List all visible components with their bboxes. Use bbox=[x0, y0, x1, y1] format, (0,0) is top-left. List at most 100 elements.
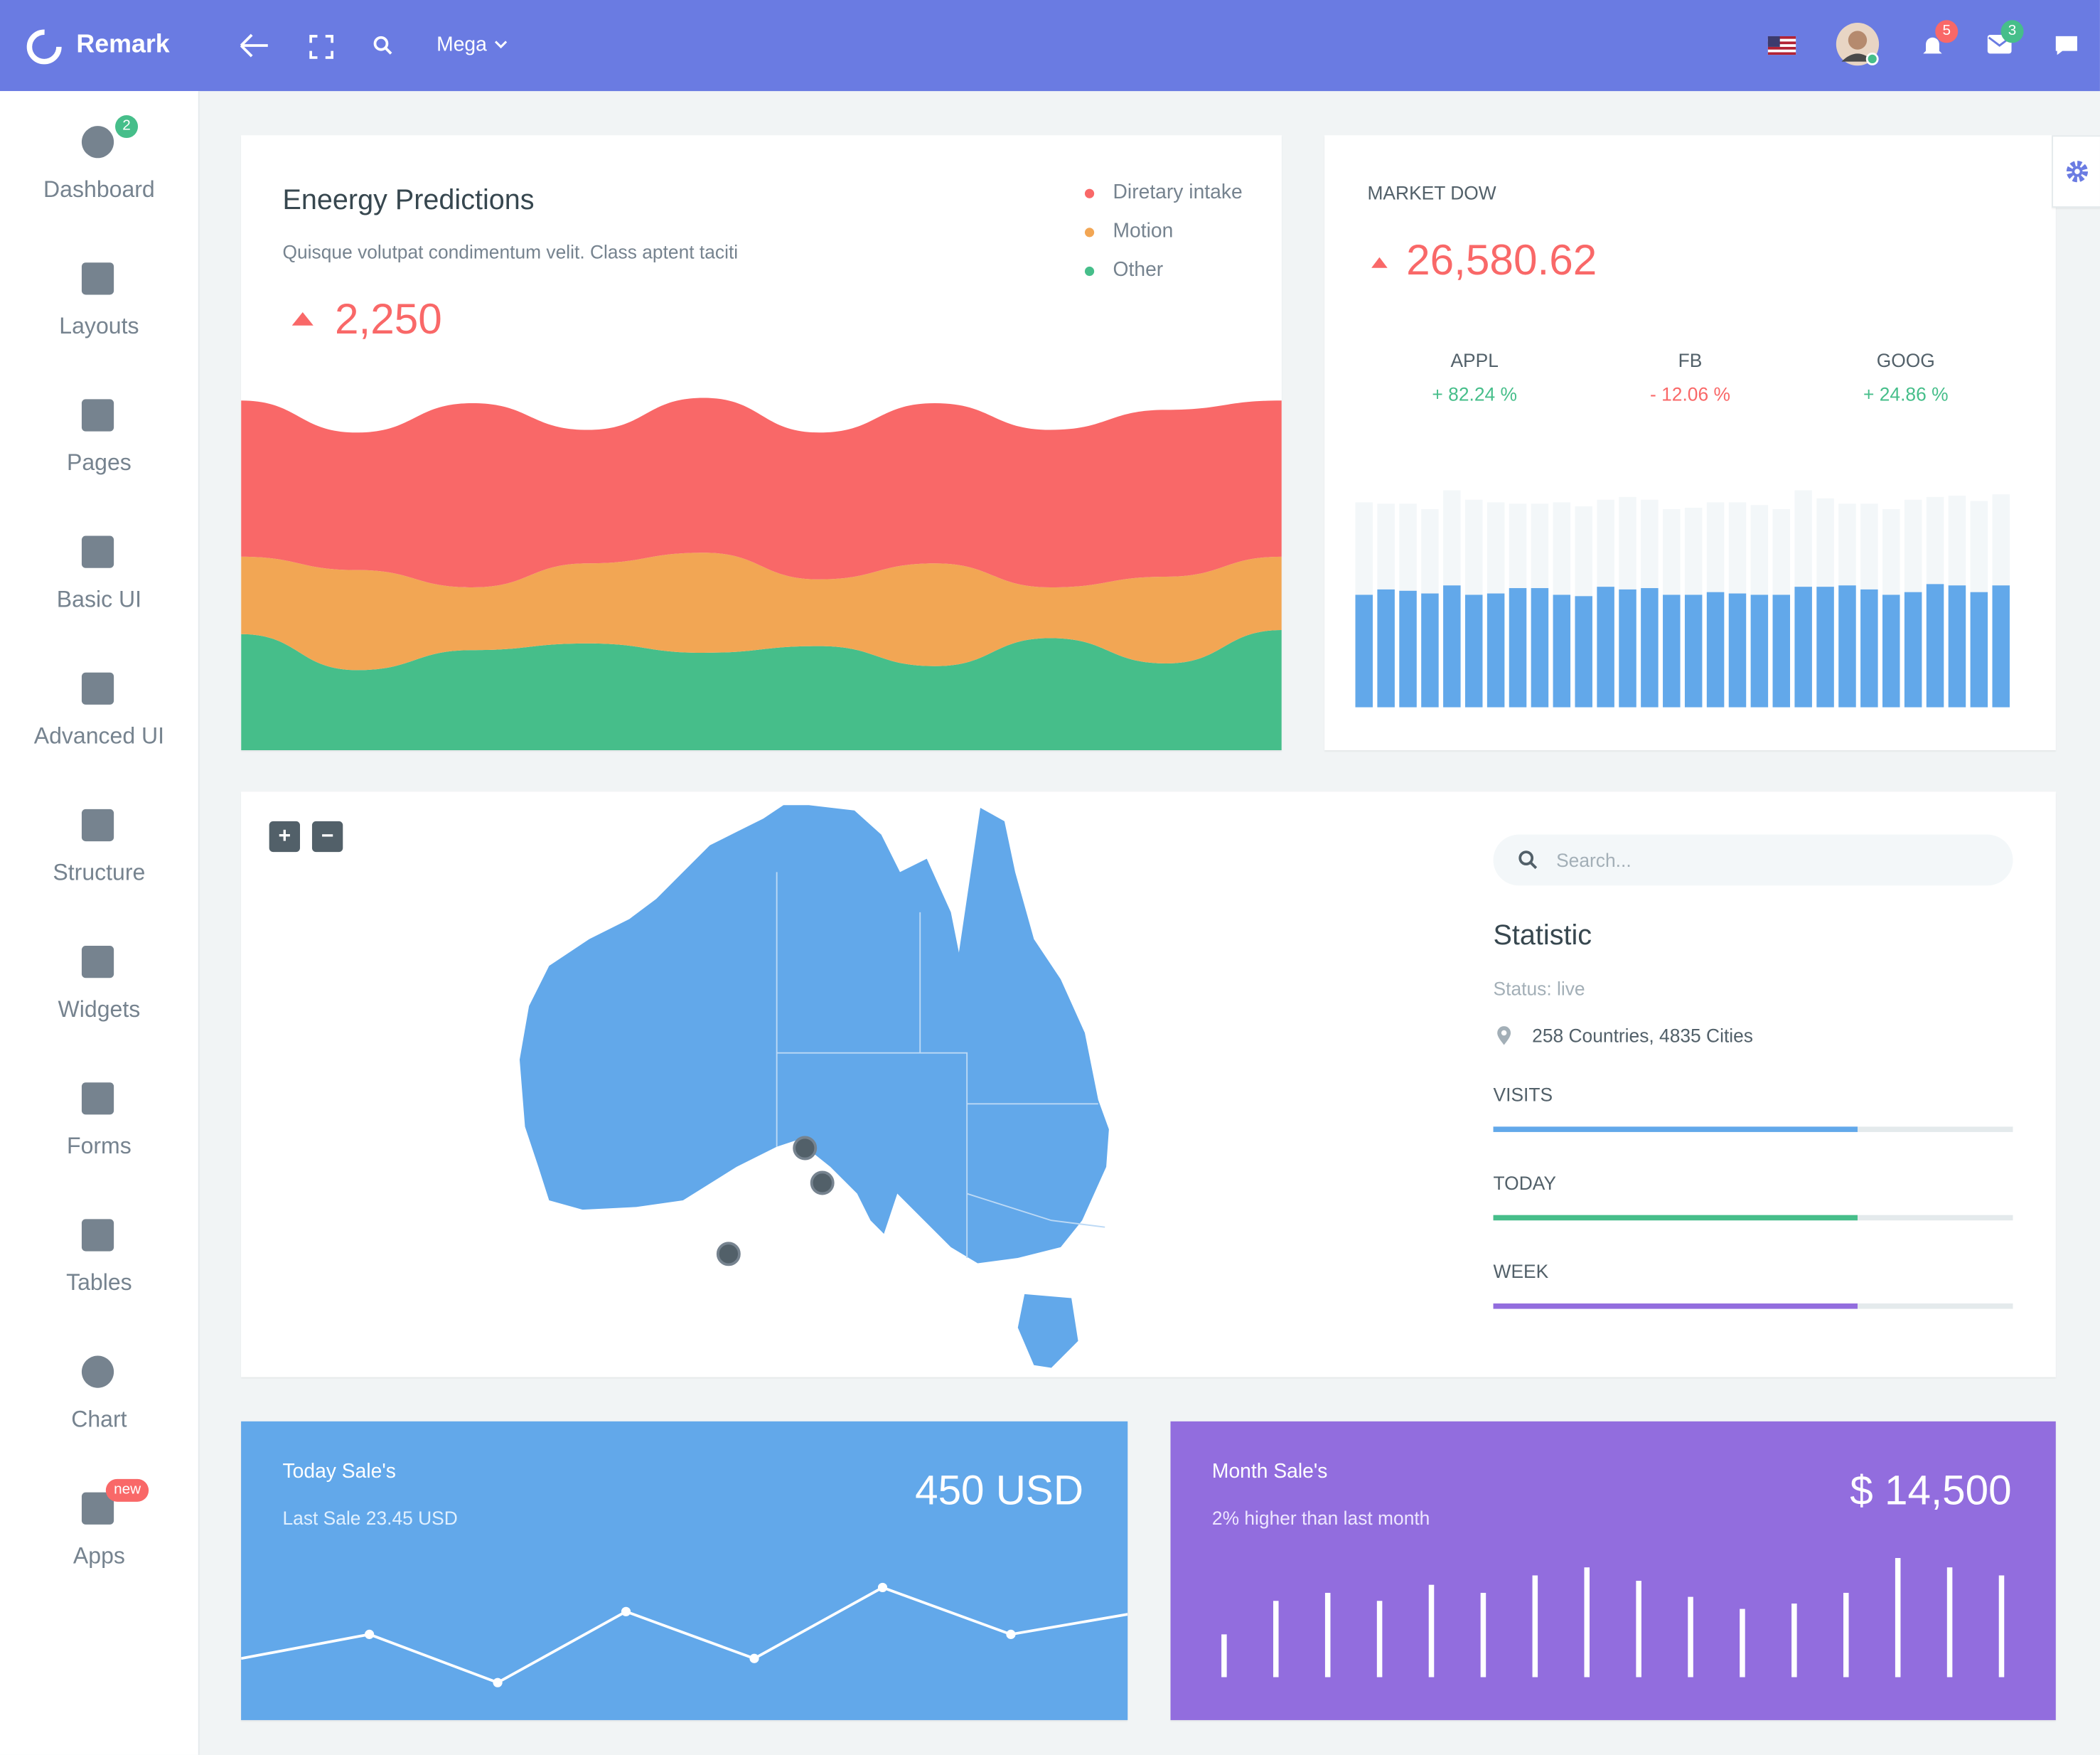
point bbox=[493, 1677, 503, 1687]
market-value: 26,580.62 bbox=[1406, 235, 1597, 284]
fullscreen-button[interactable] bbox=[309, 34, 334, 59]
nav-label: Widgets bbox=[58, 996, 141, 1023]
nav-item[interactable]: Advanced UI bbox=[0, 667, 198, 788]
market-panel: MARKET DOW 26,580.62 APPL + 82.24 % FB - 12… bbox=[1324, 135, 2056, 750]
bar bbox=[1772, 594, 1791, 708]
bar bbox=[1688, 1596, 1693, 1677]
chevron bbox=[494, 41, 508, 49]
bar bbox=[1428, 1584, 1435, 1677]
nav-item[interactable]: Forms bbox=[0, 1077, 198, 1198]
search-placeholder: Search... bbox=[1556, 849, 1632, 871]
panel-title: Eneergy Predictions bbox=[282, 184, 535, 216]
progress-label: VISITS bbox=[1493, 1084, 1553, 1106]
bar bbox=[1480, 1592, 1486, 1677]
zoom-in[interactable]: + bbox=[269, 821, 300, 853]
bar bbox=[1553, 594, 1571, 708]
stock-change: + 82.24 % bbox=[1432, 383, 1517, 405]
nav-icon bbox=[81, 809, 114, 842]
nav-label: Structure bbox=[53, 860, 146, 886]
bar bbox=[1750, 594, 1769, 708]
stat-status: Status: live bbox=[1493, 978, 1585, 1000]
nav-item[interactable]: Structure bbox=[0, 804, 198, 924]
area bbox=[241, 553, 1282, 671]
area bbox=[241, 398, 1282, 587]
bar bbox=[1584, 1567, 1590, 1677]
bar bbox=[1464, 594, 1483, 708]
nav-label: Forms bbox=[67, 1133, 132, 1159]
australia-map bbox=[519, 805, 1109, 1368]
bar bbox=[1273, 1601, 1279, 1677]
bar bbox=[1377, 589, 1395, 708]
nav-icon bbox=[81, 1082, 114, 1115]
sidebar: Dashboard 2 Layouts Pages Basic UI Advanced U… bbox=[0, 91, 200, 1755]
search-button[interactable] bbox=[373, 35, 394, 56]
stock-name: FB bbox=[1678, 349, 1703, 371]
bar bbox=[1838, 585, 1856, 708]
bar bbox=[1376, 1601, 1383, 1677]
bar bbox=[1641, 588, 1659, 708]
nav-item[interactable]: Basic UI bbox=[0, 530, 198, 651]
bar bbox=[1946, 1567, 1953, 1677]
back-button[interactable] bbox=[238, 32, 270, 59]
panel-title: MARKET DOW bbox=[1367, 182, 1496, 204]
nav-item[interactable]: Dashboard 2 bbox=[0, 115, 198, 242]
legend-swatch bbox=[1084, 228, 1095, 238]
avatar[interactable] bbox=[1835, 21, 1883, 70]
stat-title: Statistic bbox=[1493, 920, 1592, 951]
bar bbox=[1728, 593, 1747, 708]
flag[interactable] bbox=[1767, 36, 1796, 55]
bar bbox=[1992, 585, 2010, 708]
message-badge: 3 bbox=[2000, 20, 2024, 43]
progress-label: TODAY bbox=[1493, 1172, 1556, 1194]
bar bbox=[1791, 1604, 1797, 1677]
search-box[interactable]: Search... bbox=[1493, 834, 2013, 886]
bar bbox=[1531, 588, 1549, 708]
nav-item[interactable]: Chart bbox=[0, 1350, 198, 1471]
card-note: 2% higher than last month bbox=[1211, 1507, 1430, 1529]
bar bbox=[1843, 1592, 1849, 1677]
bar bbox=[1636, 1581, 1641, 1677]
card-value: $ 14,500 bbox=[1850, 1466, 2012, 1514]
bar bbox=[1740, 1609, 1745, 1677]
bar bbox=[1684, 594, 1703, 708]
nav-item[interactable]: Widgets bbox=[0, 940, 198, 1061]
point bbox=[621, 1606, 631, 1616]
gear-icon bbox=[2066, 161, 2089, 183]
bell-icon[interactable] bbox=[1921, 33, 1945, 58]
progress-fill bbox=[1493, 1126, 1858, 1132]
pin-icon bbox=[1497, 1026, 1511, 1045]
nav-label: Dashboard bbox=[43, 176, 155, 203]
legend-label: Motion bbox=[1113, 219, 1174, 242]
zoom-out[interactable]: − bbox=[311, 821, 343, 853]
nav-item[interactable]: Tables bbox=[0, 1214, 198, 1335]
area bbox=[241, 630, 1282, 750]
nav-label: Layouts bbox=[59, 313, 139, 339]
bar bbox=[1443, 585, 1461, 708]
bar bbox=[1486, 593, 1505, 708]
bar bbox=[1532, 1575, 1538, 1677]
nav-item[interactable]: Layouts bbox=[0, 257, 198, 378]
nav-label: Advanced UI bbox=[33, 723, 165, 750]
nav-item[interactable]: Pages bbox=[0, 394, 198, 515]
nav-label: Pages bbox=[66, 449, 132, 476]
stock-change: - 12.06 % bbox=[1650, 383, 1730, 405]
line-chart bbox=[241, 1582, 1128, 1687]
bar bbox=[1998, 1575, 2005, 1677]
bar bbox=[1619, 589, 1636, 708]
mega-menu[interactable]: Mega bbox=[436, 33, 487, 57]
stock-name: APPL bbox=[1450, 349, 1499, 371]
bar bbox=[1895, 1557, 1901, 1677]
bar bbox=[1882, 594, 1900, 708]
bar bbox=[1860, 589, 1878, 708]
legend-swatch bbox=[1084, 188, 1095, 198]
chat-icon[interactable] bbox=[2055, 35, 2079, 56]
settings-toggle[interactable] bbox=[2052, 135, 2100, 208]
nav-icon bbox=[81, 1355, 114, 1388]
point bbox=[364, 1629, 375, 1639]
month-sale-card: Month Sale's 2% higher than last month $… bbox=[1170, 1421, 2056, 1720]
stat-location: 258 Countries, 4835 Cities bbox=[1532, 1025, 1754, 1047]
bar bbox=[1970, 592, 1988, 708]
nav-icon bbox=[81, 946, 114, 978]
nav-item[interactable]: Apps new bbox=[0, 1478, 198, 1608]
nav-label: Tables bbox=[66, 1269, 132, 1296]
